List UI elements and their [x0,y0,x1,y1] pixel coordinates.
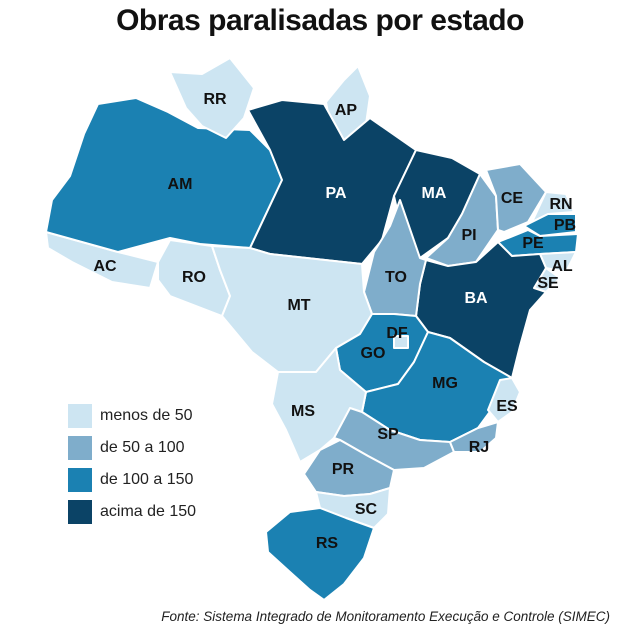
state-RJ[interactable] [449,421,499,453]
label-MT: MT [287,297,310,314]
label-PB: PB [554,217,576,234]
legend-item: menos de 50 [68,400,196,432]
label-MA: MA [422,185,447,202]
label-RN: RN [549,196,572,213]
label-PI: PI [461,227,476,244]
label-PE: PE [522,235,544,252]
label-BA: BA [464,290,488,307]
label-PR: PR [332,461,355,478]
label-RJ: RJ [469,439,489,456]
state-CE[interactable] [485,163,547,233]
source-note: Fonte: Sistema Integrado de Monitorament… [161,609,610,624]
label-MG: MG [432,375,458,392]
label-ES: ES [496,398,518,415]
legend-item: de 100 a 150 [68,464,196,496]
map-title: Obras paralisadas por estado [116,4,524,37]
label-GO: GO [361,345,386,362]
state-AM[interactable] [45,97,283,253]
legend-swatch [68,500,92,524]
state-PA[interactable] [247,99,417,265]
state-AC[interactable] [45,231,159,289]
legend-label: menos de 50 [100,407,193,424]
legend-swatch [68,468,92,492]
label-AM: AM [168,176,193,193]
label-DF: DF [386,325,408,342]
legend-swatch [68,436,92,460]
label-SP: SP [377,426,399,443]
state-DF[interactable] [393,335,409,349]
label-MS: MS [291,403,315,420]
label-SC: SC [355,501,378,518]
legend-label: acima de 150 [100,503,197,520]
label-PA: PA [325,185,346,202]
legend-item: de 50 a 100 [68,432,196,464]
label-RS: RS [316,535,339,552]
legend-item: acima de 150 [68,496,196,528]
label-CE: CE [501,190,524,207]
legend: menos de 50 de 50 a 100 de 100 a 150 aci… [68,400,196,528]
legend-swatch [68,404,92,428]
label-RR: RR [203,91,227,108]
label-AL: AL [551,258,573,275]
label-AC: AC [93,258,117,275]
state-RS[interactable] [265,507,375,601]
state-ES[interactable] [487,377,521,423]
label-TO: TO [385,269,407,286]
legend-label: de 100 a 150 [100,471,194,488]
legend-label: de 50 a 100 [100,439,185,456]
label-SE: SE [537,275,559,292]
label-RO: RO [182,269,206,286]
state-RR[interactable] [169,57,255,139]
label-AP: AP [335,102,358,119]
